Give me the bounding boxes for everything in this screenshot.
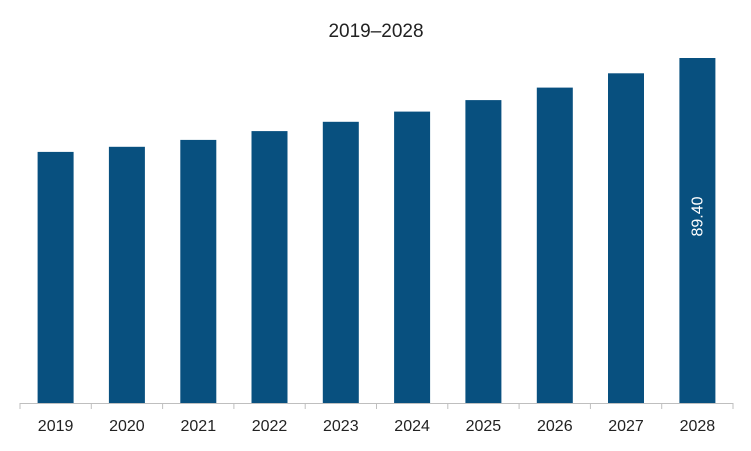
x-tick-label-2026: 2026 bbox=[537, 418, 573, 435]
x-tick-label-2022: 2022 bbox=[252, 418, 288, 435]
bar-2022 bbox=[251, 131, 288, 403]
chart-title: 2019–2028 bbox=[328, 21, 423, 42]
bar-2023 bbox=[322, 121, 359, 404]
bar-2021 bbox=[180, 139, 217, 403]
x-tick-label-2023: 2023 bbox=[323, 418, 359, 435]
bars-group bbox=[37, 58, 716, 404]
bar-2020 bbox=[108, 146, 145, 404]
bar-2019 bbox=[37, 151, 74, 403]
x-tick-labels: 2019 2020 2021 2022 2023 2024 2025 2026 2027 2028 bbox=[38, 418, 715, 435]
bar-2028 bbox=[679, 58, 716, 403]
x-tick-label-2020: 2020 bbox=[109, 418, 145, 435]
bar-2027 bbox=[608, 73, 644, 404]
data-labels: 89.40 bbox=[690, 196, 707, 236]
x-tick-label-2025: 2025 bbox=[466, 418, 502, 435]
bar-2024 bbox=[394, 111, 431, 403]
x-tick-label-2028: 2028 bbox=[680, 418, 716, 435]
bar-2025 bbox=[465, 100, 502, 403]
x-tick-label-2027: 2027 bbox=[608, 418, 644, 435]
x-tick-label-2019: 2019 bbox=[38, 418, 74, 435]
bar-2026 bbox=[536, 87, 573, 403]
x-tick-label-2024: 2024 bbox=[394, 418, 430, 435]
data-label-2028: 89.40 bbox=[690, 196, 707, 236]
x-axis bbox=[19, 403, 734, 409]
x-tick-label-2021: 2021 bbox=[181, 418, 217, 435]
